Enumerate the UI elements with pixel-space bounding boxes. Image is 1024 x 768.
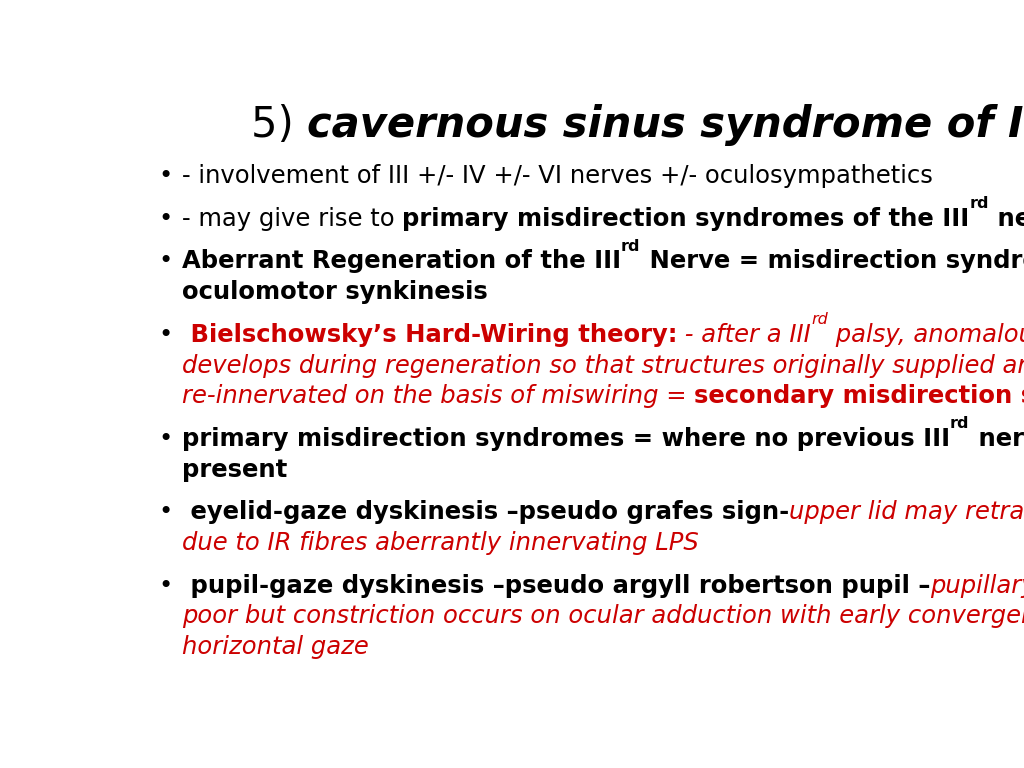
Text: Aberrant Regeneration of the III: Aberrant Regeneration of the III <box>182 250 622 273</box>
Text: eyelid-gaze dyskinesis –pseudo grafes sign-: eyelid-gaze dyskinesis –pseudo grafes si… <box>182 500 790 525</box>
Text: Bielschowsky’s Hard-Wiring theory:: Bielschowsky’s Hard-Wiring theory: <box>182 323 678 347</box>
Text: rd: rd <box>950 416 970 431</box>
Text: due to IR fibres aberrantly innervating LPS: due to IR fibres aberrantly innervating … <box>182 531 698 555</box>
Text: secondary misdirection syndromes: secondary misdirection syndromes <box>694 384 1024 409</box>
Text: •: • <box>158 427 172 451</box>
Text: •: • <box>158 250 172 273</box>
Text: rd: rd <box>970 197 989 211</box>
Text: develops during regeneration so that structures originally supplied are anomalou: develops during regeneration so that str… <box>182 353 1024 378</box>
Text: oculomotor synkinesis: oculomotor synkinesis <box>182 280 487 304</box>
Text: horizontal gaze: horizontal gaze <box>182 635 369 659</box>
Text: palsy, anomalous branching: palsy, anomalous branching <box>828 323 1024 347</box>
Text: pupil-gaze dyskinesis –pseudo argyll robertson pupil –: pupil-gaze dyskinesis –pseudo argyll rob… <box>182 574 931 598</box>
Text: cavernous sinus syndrome of III: cavernous sinus syndrome of III <box>307 104 1024 146</box>
Text: Nerve = misdirection syndrome = acquired: Nerve = misdirection syndrome = acquired <box>641 250 1024 273</box>
Text: - involvement of III +/- IV +/- VI nerves +/- oculosympathetics: - involvement of III +/- IV +/- VI nerve… <box>182 164 933 188</box>
Text: rd: rd <box>622 239 641 253</box>
Text: •: • <box>158 164 172 188</box>
Text: primary misdirection syndromes = where no previous III: primary misdirection syndromes = where n… <box>182 427 950 451</box>
Text: nerve palsy was: nerve palsy was <box>970 427 1024 451</box>
Text: upper lid may retract on down gaze: upper lid may retract on down gaze <box>790 500 1024 525</box>
Text: pupillary light reaction is: pupillary light reaction is <box>931 574 1024 598</box>
Text: poor but constriction occurs on ocular adduction with early convergence or: poor but constriction occurs on ocular a… <box>182 604 1024 628</box>
Text: primary misdirection syndromes of the III: primary misdirection syndromes of the II… <box>402 207 970 231</box>
Text: rd: rd <box>811 312 828 327</box>
Text: present: present <box>182 458 287 482</box>
Text: •: • <box>158 500 172 525</box>
Text: nerve: nerve <box>989 207 1024 231</box>
Text: •: • <box>158 207 172 231</box>
Text: - may give rise to: - may give rise to <box>182 207 402 231</box>
Text: •: • <box>158 574 172 598</box>
Text: 5): 5) <box>251 104 307 146</box>
Text: •: • <box>158 323 172 347</box>
Text: - after a III: - after a III <box>678 323 811 347</box>
Text: re-innervated on the basis of miswiring =: re-innervated on the basis of miswiring … <box>182 384 694 409</box>
